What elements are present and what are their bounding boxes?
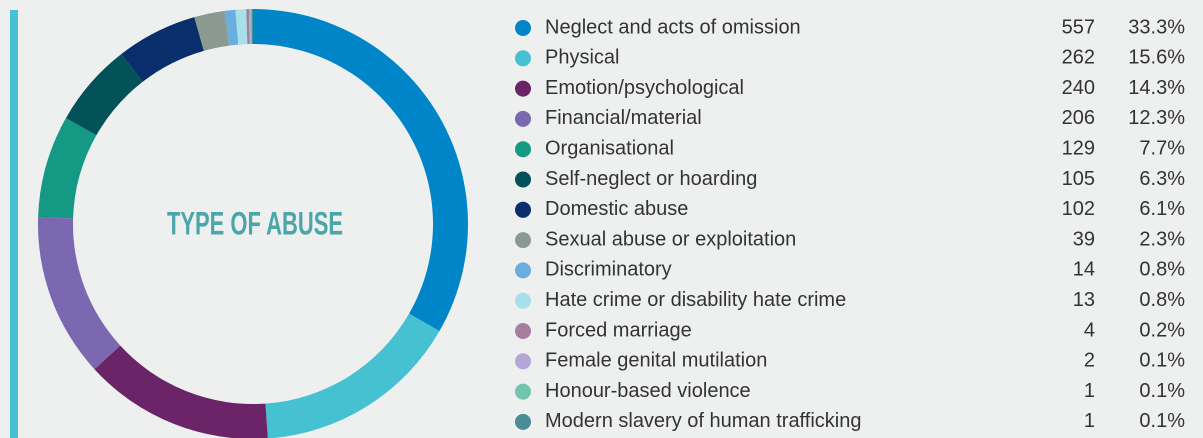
slice bbox=[194, 10, 230, 51]
slice bbox=[235, 9, 248, 45]
legend-marker bbox=[515, 80, 531, 97]
legend-marker bbox=[515, 353, 531, 370]
count-label: 2 bbox=[1084, 350, 1095, 372]
count-label: 13 bbox=[1073, 289, 1095, 311]
percent-label: 0.2% bbox=[1139, 319, 1185, 341]
legend-label: Forced marriage bbox=[545, 319, 692, 341]
legend-marker bbox=[515, 201, 531, 218]
slice bbox=[246, 9, 250, 45]
slice bbox=[250, 9, 252, 45]
count-label: 14 bbox=[1073, 259, 1095, 281]
legend-label: Physical bbox=[545, 47, 619, 69]
legend-label: Self-neglect or hoarding bbox=[545, 168, 757, 190]
slice bbox=[38, 118, 97, 219]
slice bbox=[224, 9, 239, 46]
legend-marker bbox=[515, 50, 531, 67]
chart-title: TYPE OF ABUSE bbox=[167, 205, 343, 241]
legend-marker bbox=[515, 383, 531, 400]
count-label: 240 bbox=[1062, 77, 1095, 99]
count-label: 105 bbox=[1062, 168, 1095, 190]
legend-marker bbox=[515, 262, 531, 279]
slice bbox=[265, 313, 440, 438]
legend-label: Female genital mutilation bbox=[545, 350, 767, 372]
legend-marker bbox=[515, 141, 531, 158]
legend-label: Financial/material bbox=[545, 107, 702, 129]
slice bbox=[65, 54, 143, 136]
legend-label: Modern slavery of human trafficking bbox=[545, 410, 861, 432]
percent-label: 15.6% bbox=[1128, 47, 1185, 69]
count-label: 1 bbox=[1084, 380, 1095, 402]
legend-marker bbox=[515, 171, 531, 188]
percent-label: 0.1% bbox=[1139, 410, 1185, 432]
legend-label: Emotion/psychological bbox=[545, 77, 744, 99]
slice bbox=[38, 217, 121, 370]
legend-marker bbox=[515, 20, 531, 36]
percent-label: 0.1% bbox=[1139, 380, 1185, 402]
count-label: 102 bbox=[1062, 198, 1095, 220]
percent-label: 0.8% bbox=[1139, 289, 1185, 311]
count-label: 129 bbox=[1062, 137, 1095, 159]
percent-label: 0.8% bbox=[1139, 259, 1185, 281]
legend-label: Organisational bbox=[545, 137, 674, 159]
legend-label: Hate crime or disability hate crime bbox=[545, 289, 846, 311]
legend-marker bbox=[515, 110, 531, 127]
legend-marker bbox=[515, 292, 531, 309]
percent-label: 6.1% bbox=[1139, 198, 1185, 220]
percent-label: 12.3% bbox=[1128, 107, 1185, 129]
percent-label: 7.7% bbox=[1139, 137, 1185, 159]
legend-marker bbox=[515, 413, 531, 430]
count-label: 262 bbox=[1062, 47, 1095, 69]
percent-label: 14.3% bbox=[1128, 77, 1185, 99]
slice bbox=[251, 9, 253, 45]
slice bbox=[253, 9, 468, 332]
percent-label: 33.3% bbox=[1128, 16, 1185, 38]
slice bbox=[248, 9, 251, 45]
legend-label: Discriminatory bbox=[545, 259, 672, 281]
slice bbox=[94, 345, 268, 438]
legend-label: Domestic abuse bbox=[545, 198, 688, 220]
count-label: 206 bbox=[1062, 107, 1095, 129]
percent-label: 0.1% bbox=[1139, 350, 1185, 372]
legend-marker bbox=[515, 232, 531, 249]
percent-label: 2.3% bbox=[1139, 228, 1185, 250]
slice bbox=[121, 17, 204, 82]
count-label: 39 bbox=[1073, 228, 1095, 250]
legend-label: Sexual abuse or exploitation bbox=[545, 228, 796, 250]
percent-label: 6.3% bbox=[1139, 168, 1185, 190]
accent-bar bbox=[10, 10, 18, 438]
count-label: 4 bbox=[1084, 319, 1095, 341]
legend-label: Neglect and acts of omission bbox=[545, 16, 801, 38]
count-label: 557 bbox=[1062, 16, 1095, 38]
legend-label: Honour-based violence bbox=[545, 380, 751, 402]
legend-marker bbox=[515, 323, 531, 339]
count-label: 1 bbox=[1084, 410, 1095, 432]
